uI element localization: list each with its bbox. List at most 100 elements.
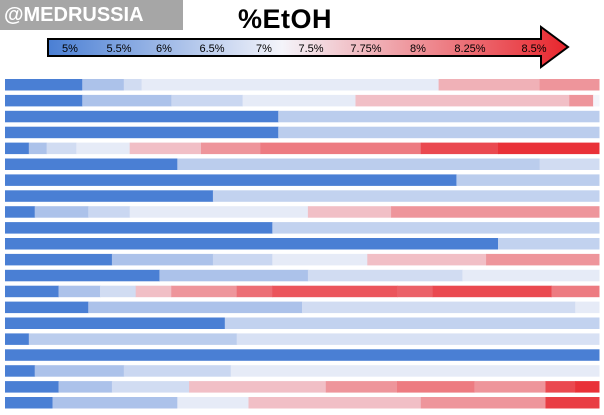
heatmap-cell [5,222,273,234]
heatmap-cell [129,142,202,155]
heatmap-cell [272,253,368,266]
heatmap-cell [397,285,434,298]
heatmap-cell [5,285,59,298]
colorbar-tick-label: 6% [156,43,172,55]
heatmap-cell [5,381,59,393]
heatmap-cell [5,238,499,250]
heatmap-cell [474,381,547,393]
heatmap-cell [5,253,113,266]
heatmap-cell [5,365,36,377]
heatmap-cell [129,206,309,218]
heatmap-cell [367,253,487,266]
heatmap-cell [551,285,600,298]
heatmap-cell [5,333,30,345]
heatmap-cell [5,174,457,186]
heatmap-cell [201,142,261,155]
heatmap-cell [236,333,600,345]
heatmap-cell [391,206,600,218]
colorbar-tick-label: 7% [256,43,272,55]
heatmap-cell [212,253,273,266]
heatmap-cell [420,142,499,155]
heatmap-cell [177,397,250,409]
heatmap-cell [498,238,600,250]
heatmap-cell [189,381,327,393]
heatmap-cell [248,397,422,409]
heatmap-cell [5,79,83,91]
watermark-logo: @MEDRUSSIA [0,0,183,30]
heatmap-cell [88,206,131,218]
heatmap-cell [5,206,36,218]
heatmap-cell [5,110,279,123]
heatmap-cell [135,285,172,298]
colorbar-arrow [47,25,570,69]
heatmap-cell [171,94,244,107]
heatmap-cell [5,397,53,409]
heatmap-cell [230,365,600,377]
heatmap-cell [224,317,600,329]
heatmap-cell [5,158,178,170]
heatmap-cell [100,285,137,298]
heatmap-cell [575,381,600,393]
heatmap-cell [28,333,238,345]
heatmap-cell [539,158,600,170]
heatmap-cell [545,381,576,393]
heatmap-cell [82,94,172,107]
heatmap-cell [58,381,113,393]
heatmap-cell [355,94,570,107]
heatmap-cell [46,142,77,155]
colorbar-tick-label: 7.75% [350,43,381,55]
colorbar-tick-label: 5% [62,43,78,55]
heatmap-cell [432,285,552,298]
heatmap-cell [278,110,600,123]
heatmap-cell [278,126,600,139]
heatmap-cell [171,285,238,298]
heatmap-cell [5,94,83,107]
heatmap-cell [5,269,160,282]
heatmap-cell [397,381,475,393]
heatmap-cell [82,79,125,91]
heatmap-cell [5,349,600,361]
heatmap-cell [5,317,226,329]
heatmap-cell [325,381,398,393]
chart-title: %EtOH [238,4,333,34]
heatmap-cell [58,285,101,298]
heatmap-cell [212,190,600,202]
heatmap-cell [76,142,131,155]
heatmap-cell [307,206,392,218]
heatmap-cell [141,79,440,91]
heatmap-cell [34,365,125,377]
heatmap-cell [420,397,546,409]
colorbar-tick-label: 7.5% [298,43,323,55]
heatmap-cell [302,301,576,314]
heatmap-cell [5,301,89,314]
heatmap-cell [498,142,600,155]
heatmap-cell [5,142,30,155]
heatmap-cell [177,158,541,170]
heatmap-cell [575,301,600,314]
heatmap-cell [486,253,600,266]
heatmap-cell [539,79,600,91]
heatmap-cell [111,253,214,266]
heatmap-cell [307,269,463,282]
heatmap-cell [123,79,143,91]
colorbar-tick-label: 8.5% [521,43,546,55]
heatmap-cell [545,397,600,409]
colorbar-legend: 5% 5.5% 6% 6.5% 7% 7.5% 7.75% 8% 8.25% 8.5% [47,25,570,69]
heatmap-cell [438,79,541,91]
heatmap-cell [593,94,600,107]
heatmap-cell [236,285,273,298]
heatmap-cell [159,269,309,282]
colorbar-tick-label: 5.5% [106,43,131,55]
heatmap-cell [52,397,178,409]
heatmap-cell [123,365,232,377]
heatmap-cell [569,94,594,107]
heatmap-cell [462,269,600,282]
colorbar-tick-label: 8% [410,43,426,55]
colorbar-tick-label: 6.5% [199,43,224,55]
heatmap-cell [88,301,303,314]
heatmap-cell [5,190,214,202]
heatmap-cell [34,206,89,218]
heatmap-cell [242,94,356,107]
heatmap-cell [272,222,600,234]
